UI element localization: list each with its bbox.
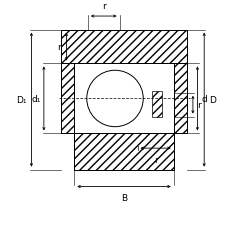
Bar	[152, 91, 162, 117]
Text: r: r	[101, 2, 105, 11]
Text: B: B	[120, 194, 127, 202]
Text: r: r	[57, 43, 60, 52]
Bar	[173, 64, 186, 134]
Bar	[60, 64, 74, 134]
Bar	[60, 30, 186, 64]
Text: r: r	[153, 155, 157, 164]
Bar	[60, 30, 186, 64]
Bar	[74, 134, 173, 170]
Text: d: d	[201, 95, 207, 104]
Text: D₁: D₁	[16, 96, 27, 105]
Text: D: D	[208, 96, 215, 105]
Circle shape	[86, 71, 143, 127]
Text: d₁: d₁	[31, 95, 40, 104]
Bar	[74, 64, 173, 134]
Text: r: r	[196, 101, 200, 110]
Bar	[74, 134, 173, 170]
